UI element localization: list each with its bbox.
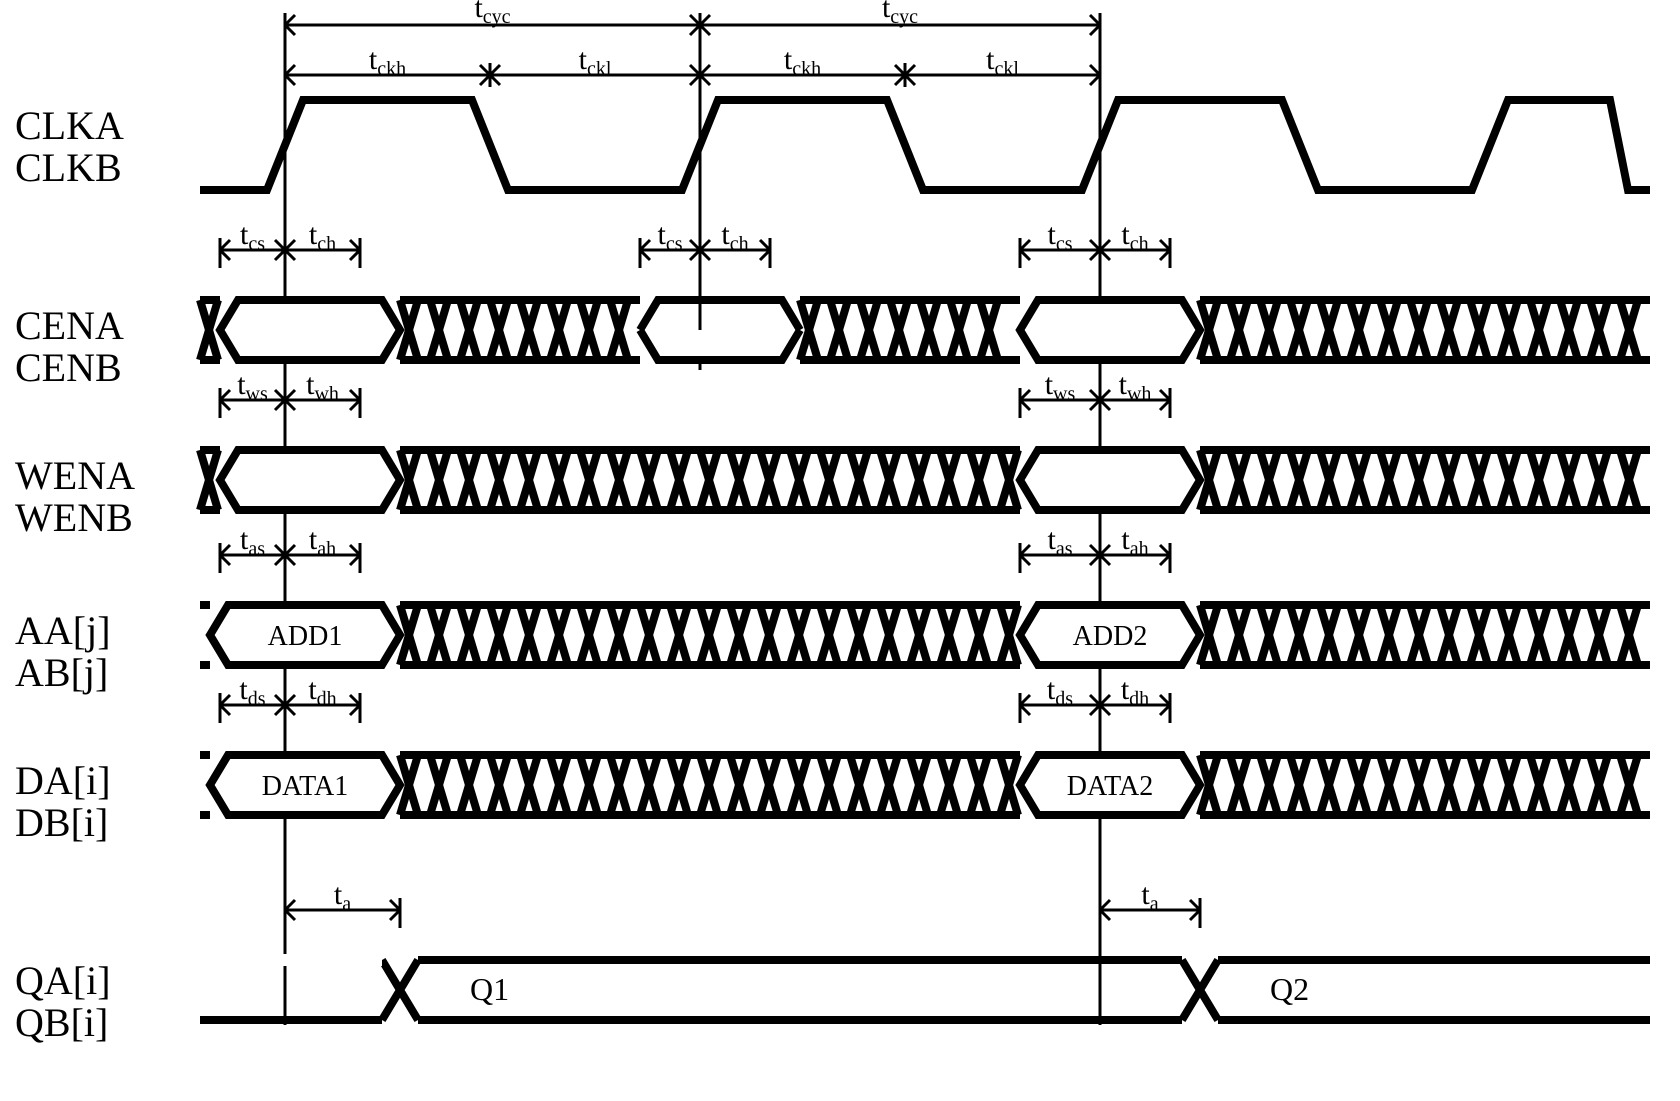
svg-text:tdh: tdh xyxy=(308,673,336,710)
svg-text:tch: tch xyxy=(309,218,336,255)
svg-text:tds: tds xyxy=(239,673,265,710)
svg-text:ADD1: ADD1 xyxy=(268,621,343,652)
signal-label-data: DA[i] DB[i] xyxy=(15,760,111,844)
svg-text:tcs: tcs xyxy=(1047,218,1072,255)
signal-label-q: QA[i] QB[i] xyxy=(15,960,111,1044)
svg-text:ta: ta xyxy=(334,878,351,915)
svg-text:tckl: tckl xyxy=(579,43,612,80)
svg-text:tds: tds xyxy=(1047,673,1073,710)
signal-label-wen: WENA WENB xyxy=(15,455,135,539)
svg-text:Q1: Q1 xyxy=(470,971,509,1007)
svg-text:Q2: Q2 xyxy=(1270,971,1309,1007)
svg-text:DATA2: DATA2 xyxy=(1067,771,1153,802)
svg-text:tcyc: tcyc xyxy=(882,0,918,28)
svg-text:tws: tws xyxy=(237,368,268,405)
svg-text:tws: tws xyxy=(1045,368,1076,405)
signal-label-addr: AA[j] AB[j] xyxy=(15,610,111,694)
signal-label-cen: CENA CENB xyxy=(15,305,124,389)
svg-text:ta: ta xyxy=(1141,878,1158,915)
svg-text:tcs: tcs xyxy=(240,218,265,255)
svg-text:tckh: tckh xyxy=(784,43,821,80)
svg-text:tckl: tckl xyxy=(986,43,1019,80)
svg-text:DATA1: DATA1 xyxy=(262,771,348,802)
svg-text:tckh: tckh xyxy=(369,43,406,80)
svg-text:tah: tah xyxy=(1121,523,1148,560)
svg-text:tas: tas xyxy=(240,523,265,560)
svg-text:tdh: tdh xyxy=(1121,673,1149,710)
svg-text:tch: tch xyxy=(721,218,748,255)
timing-diagram: tcyc tcyc tckh tckl tckh tckl tcs tch tcs tch tcs t… xyxy=(0,0,1680,1101)
timing-svg: tcyc tcyc tckh tckl tckh tckl tcs tch tcs tch tcs t… xyxy=(0,0,1680,1101)
svg-text:ADD2: ADD2 xyxy=(1073,621,1148,652)
svg-text:twh: twh xyxy=(1119,368,1152,405)
svg-text:tch: tch xyxy=(1121,218,1148,255)
svg-text:tcs: tcs xyxy=(657,218,682,255)
signal-label-clk: CLKA CLKB xyxy=(15,105,124,189)
svg-text:twh: twh xyxy=(306,368,339,405)
svg-text:tcyc: tcyc xyxy=(474,0,510,28)
svg-text:tas: tas xyxy=(1047,523,1072,560)
svg-text:tah: tah xyxy=(309,523,336,560)
